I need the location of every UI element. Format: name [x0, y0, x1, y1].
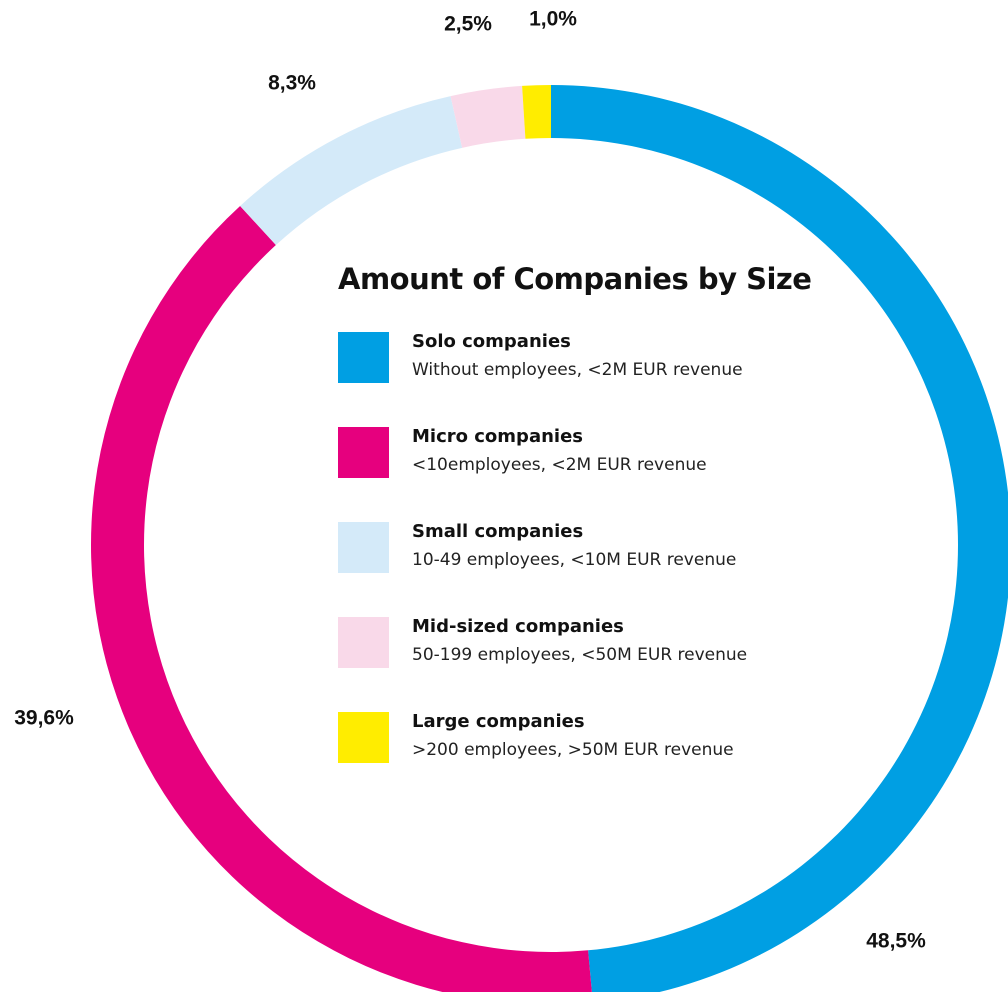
value-label-small: 8,3%: [268, 72, 316, 95]
legend-swatch-micro: [338, 427, 389, 478]
chart-center-panel: Amount of Companies by Size Solo compani…: [338, 262, 858, 807]
slice-micro: [91, 205, 592, 992]
legend-description: 50-199 employees, <50M EUR revenue: [412, 645, 748, 665]
legend-swatch-small: [338, 522, 389, 573]
legend-label: Large companies: [412, 711, 585, 732]
legend-item-solo: Solo companies Without employees, <2M EU…: [338, 331, 858, 427]
chart-title: Amount of Companies by Size: [338, 262, 812, 296]
legend-label: Micro companies: [412, 426, 583, 447]
legend-item-large: Large companies >200 employees, >50M EUR…: [338, 711, 858, 807]
slice-large: [522, 85, 551, 139]
legend-description: Without employees, <2M EUR revenue: [412, 360, 743, 380]
value-label-micro: 39,6%: [14, 707, 74, 730]
slice-solo: [551, 85, 1008, 992]
legend-label: Small companies: [412, 521, 584, 542]
legend-description: <10employees, <2M EUR revenue: [412, 455, 707, 475]
slice-value-labels: 48,5% 39,6% 8,3% 2,5% 1,0%: [14, 8, 926, 953]
value-label-large: 1,0%: [529, 8, 577, 31]
legend-item-mid-sized: Mid-sized companies 50-199 employees, <5…: [338, 616, 858, 712]
legend-item-small: Small companies 10-49 employees, <10M EU…: [338, 521, 858, 617]
legend-label: Mid-sized companies: [412, 616, 624, 637]
value-label-solo: 48,5%: [866, 930, 926, 953]
legend-swatch-mid-sized: [338, 617, 389, 668]
legend-description: 10-49 employees, <10M EUR revenue: [412, 550, 737, 570]
legend-label: Solo companies: [412, 331, 571, 352]
legend-swatch-solo: [338, 332, 389, 383]
legend-swatch-large: [338, 712, 389, 763]
legend-description: >200 employees, >50M EUR revenue: [412, 740, 734, 760]
value-label-mid-sized: 2,5%: [444, 13, 492, 36]
slice-small: [240, 96, 463, 246]
legend: Solo companies Without employees, <2M EU…: [338, 331, 858, 807]
donut-slices: [91, 85, 1008, 992]
slice-mid-sized: [450, 85, 526, 148]
legend-item-micro: Micro companies <10employees, <2M EUR re…: [338, 426, 858, 522]
